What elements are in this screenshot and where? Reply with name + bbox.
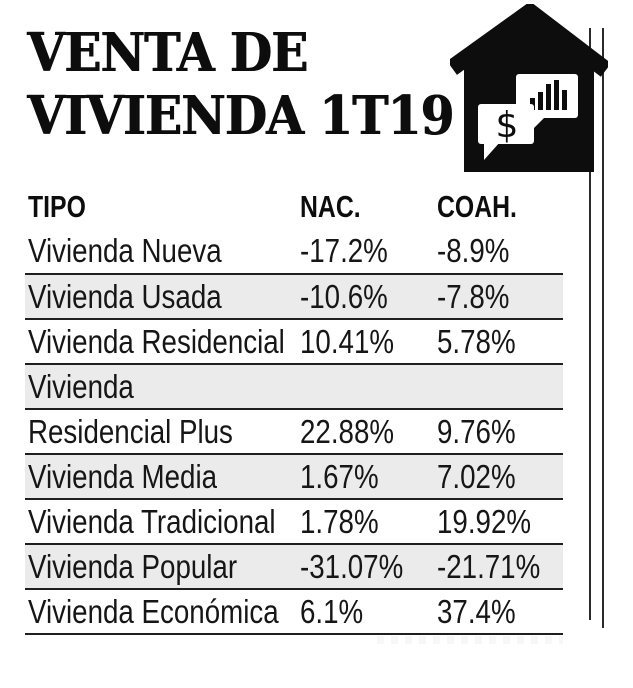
nac-value: 1.78%: [300, 502, 379, 540]
row-label: Vivienda Económica: [28, 592, 279, 630]
row-label: Residencial Plus: [28, 412, 233, 450]
row-label: Vivienda Nueva: [28, 231, 222, 269]
table-body: Vivienda Nueva -17.2% -8.9% Vivienda Usada -…: [25, 228, 563, 635]
nac-value: 10.41%: [300, 322, 395, 360]
row-label: Vivienda Usada: [28, 277, 222, 315]
coah-value: 7.02%: [437, 457, 516, 495]
nac-value: 6.1%: [300, 592, 364, 630]
table-row: Vivienda Tradicional 1.78% 19.92%: [25, 498, 563, 543]
row-label: Vivienda Residencial: [28, 322, 285, 360]
roof-icon: [450, 4, 608, 77]
vertical-rule-right: [602, 28, 604, 628]
table-header: TIPO NAC. COAH.: [25, 186, 563, 228]
watermark-dashes: [370, 636, 563, 644]
nac-value: 1.67%: [300, 457, 379, 495]
coah-value: 37.4%: [437, 592, 516, 630]
nac-value: 22.88%: [300, 412, 395, 450]
dollar-speech-bubble-icon: $: [478, 104, 534, 160]
page-title: VENTA DE VIVIENDA 1T19: [27, 22, 490, 148]
table-row: Vivienda Nueva -17.2% -8.9%: [25, 228, 563, 273]
nac-value: -17.2%: [300, 231, 388, 269]
coah-value: 9.76%: [437, 412, 516, 450]
table-row: Vivienda Económica 6.1% 37.4%: [25, 588, 563, 633]
coah-value: 5.78%: [437, 322, 516, 360]
table-row: Vivienda: [25, 363, 563, 408]
coah-value: 19.92%: [437, 502, 532, 540]
coah-value: -8.9%: [437, 231, 510, 269]
vertical-rule-left: [589, 28, 591, 620]
table-row: Vivienda Media 1.67% 7.02%: [25, 453, 563, 498]
house-icon: $: [450, 4, 608, 172]
nac-value: -10.6%: [300, 277, 388, 315]
nac-value: [300, 368, 437, 406]
column-header-nac: NAC.: [300, 189, 361, 224]
table-row: Vivienda Residencial 10.41% 5.78%: [25, 318, 563, 363]
page-title-line2: VIVIENDA 1T19: [27, 85, 454, 147]
column-header-coah: COAH.: [437, 189, 517, 224]
column-header-tipo: TIPO: [28, 189, 86, 224]
sales-table: TIPO NAC. COAH. Vivienda Nueva -17.2% -8.9…: [25, 186, 563, 635]
table-row: Vivienda Usada -10.6% -7.8%: [25, 273, 563, 318]
row-label: Vivienda Tradicional: [28, 502, 276, 540]
dollar-symbol: $: [496, 105, 519, 146]
table-row: Vivienda Popular -31.07% -21.71%: [25, 543, 563, 588]
row-label: Vivienda Media: [28, 457, 218, 495]
table-row: Residencial Plus 22.88% 9.76%: [25, 408, 563, 453]
row-label: Vivienda Popular: [28, 547, 238, 585]
coah-value: -7.8%: [437, 277, 510, 315]
coah-value: -21.71%: [437, 547, 541, 585]
page-title-line1: VENTA DE: [27, 22, 308, 84]
row-label: Vivienda: [28, 367, 134, 405]
nac-value: -31.07%: [300, 547, 404, 585]
coah-value: [437, 368, 563, 406]
